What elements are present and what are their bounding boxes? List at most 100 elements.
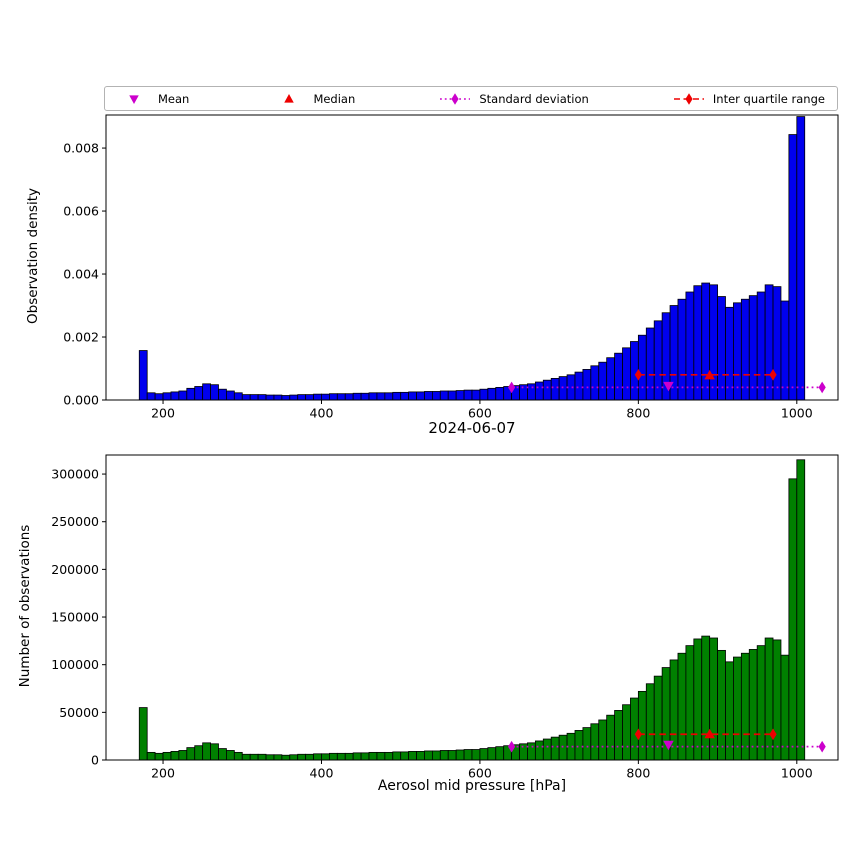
x-tick-label: 600 (468, 406, 492, 421)
histogram-bar (764, 637, 774, 761)
histogram-bar (336, 752, 346, 761)
histogram-bar (289, 754, 299, 761)
histogram-bar (328, 752, 338, 761)
histogram-bar (479, 388, 489, 401)
histogram-bar (748, 649, 758, 761)
histogram-bar (162, 751, 172, 761)
histogram-bar (574, 371, 584, 401)
histogram-bar (368, 751, 378, 761)
histogram-bar (495, 746, 505, 761)
y-tick-label: 0.006 (63, 204, 99, 219)
histogram-bar (645, 683, 655, 761)
histogram-bar (241, 753, 251, 761)
std-diamond-right (818, 381, 826, 394)
histogram-bar (677, 298, 687, 401)
histogram-bar (582, 369, 592, 401)
histogram-bar (384, 392, 394, 401)
histogram-bar (328, 393, 338, 401)
histogram-bar (582, 727, 592, 761)
histogram-bar (297, 753, 307, 761)
histogram-bar (344, 752, 354, 761)
histogram-bar (336, 393, 346, 401)
histogram-bar (281, 395, 291, 401)
histogram-bar (170, 751, 180, 761)
y-tick-label: 300000 (51, 467, 99, 482)
legend-label: Inter quartile range (712, 91, 825, 106)
x-axis-label: Aerosol mid pressure [hPa] (377, 778, 567, 794)
histogram-bar (249, 394, 259, 401)
histogram-bar (725, 661, 734, 761)
histogram-bar (265, 394, 275, 401)
density-stat-markers (508, 369, 826, 394)
iqr-diamond-left (634, 728, 642, 741)
histogram-bar (709, 284, 718, 401)
histogram-bar (463, 389, 473, 401)
histogram-bar (210, 743, 219, 761)
mean-marker (663, 740, 674, 751)
legend-item-median: Median (272, 92, 355, 106)
histogram-bar (495, 386, 505, 401)
histogram-bar (614, 710, 623, 761)
histogram-bar (289, 394, 299, 401)
y-tick-label: 50000 (59, 705, 99, 720)
diamond-glyph (685, 92, 693, 105)
histogram-bar (630, 697, 639, 761)
histogram-bar (257, 753, 267, 761)
x-tick-label: 200 (151, 406, 175, 421)
histogram-bar (138, 350, 148, 401)
legend-item-inter-quartile-range: Inter quartile range (672, 92, 825, 106)
counts-histogram (138, 459, 806, 761)
histogram-bar (392, 391, 402, 401)
histogram-bar (550, 377, 560, 401)
histogram-bar (352, 392, 362, 401)
histogram-bar (265, 754, 275, 761)
histogram-bar (447, 390, 457, 401)
histogram-bar (701, 635, 711, 761)
histogram-bar (740, 652, 750, 761)
histogram-bar (273, 754, 283, 761)
histogram-bar (630, 341, 639, 401)
histogram-bar (606, 357, 615, 401)
x-tick-label: 1000 (781, 406, 813, 421)
histogram-bar (297, 394, 307, 401)
histogram-bar (542, 738, 552, 761)
histogram-bar (788, 134, 798, 401)
histogram-bar (416, 751, 425, 761)
histogram-bar (645, 327, 655, 401)
histogram-bar (606, 714, 615, 761)
iqr-diamond-left (634, 369, 642, 381)
histogram-bar (400, 751, 410, 761)
histogram-bar (178, 390, 188, 401)
density-histogram (138, 116, 806, 401)
x-tick-label: 400 (310, 766, 334, 781)
y-axis-label-density: Observation density (25, 188, 41, 324)
histogram-bar (455, 749, 465, 761)
std-diamond-right (818, 740, 826, 753)
histogram-bar (154, 393, 164, 401)
histogram-bar (233, 751, 243, 761)
histogram-bar (400, 391, 410, 401)
y-tick-label: 0.008 (63, 141, 99, 156)
histogram-bar (321, 393, 330, 401)
histogram-bar (218, 388, 227, 401)
y-tick-label: 250000 (51, 514, 99, 529)
histogram-bar (281, 754, 291, 761)
histogram-bar (360, 752, 370, 761)
legend-label: Mean (158, 91, 190, 106)
histogram-bar (756, 291, 766, 401)
histogram-bar (772, 639, 782, 761)
x-tick-label: 1000 (781, 766, 813, 781)
density-axes-frame (105, 114, 839, 401)
mean-marker (663, 381, 674, 392)
histogram-bar (796, 116, 806, 401)
histogram-bar (431, 750, 441, 761)
histogram-bar (479, 748, 489, 761)
histogram-bar (519, 743, 528, 761)
histogram-bar (725, 306, 734, 401)
histogram-bar (368, 392, 378, 401)
histogram-bar (622, 347, 631, 401)
median-marker (704, 369, 715, 380)
histogram-bar (614, 352, 623, 401)
